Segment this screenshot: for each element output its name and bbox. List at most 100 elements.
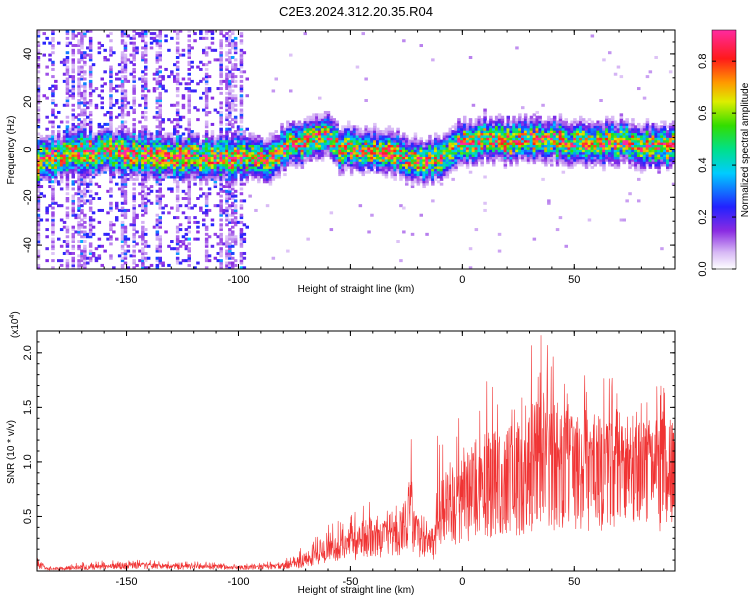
heatmap-cell: [465, 158, 470, 162]
heatmap-cell: [422, 151, 426, 155]
heatmap-cell: [318, 134, 322, 138]
heatmap-cell: [65, 261, 70, 265]
heatmap-cell: [419, 163, 423, 167]
heatmap-cell: [187, 175, 191, 179]
heatmap-cell: [62, 139, 67, 143]
heatmap-cell: [364, 134, 368, 138]
heatmap-cell: [199, 187, 203, 191]
heatmap-cell: [120, 163, 125, 167]
heatmap-cell: [187, 197, 191, 200]
heatmap-cell: [294, 134, 299, 138]
heatmap-cell: [315, 115, 319, 119]
heatmap-cell: [204, 192, 209, 196]
heatmap-cell: [460, 161, 464, 165]
heatmap-cell: [289, 130, 293, 134]
heatmap-cell: [228, 87, 232, 91]
heatmap-cell: [77, 139, 81, 143]
heatmap-cell: [187, 122, 191, 126]
heatmap-cell: [468, 55, 473, 59]
heatmap-cell: [83, 201, 87, 205]
heatmap-cell: [500, 130, 505, 134]
heatmap-cell: [193, 161, 197, 165]
heatmap-cell: [373, 144, 377, 148]
heatmap-cell: [326, 139, 331, 143]
heatmap-cell: [210, 48, 215, 52]
heatmap-cell: [132, 192, 136, 196]
heatmap-cell: [231, 144, 235, 148]
heatmap-cell: [355, 158, 360, 162]
heatmap-cell: [167, 163, 171, 167]
heatmap-cell: [149, 189, 154, 193]
heatmap-cell: [80, 46, 84, 50]
heatmap-cell: [120, 213, 125, 217]
heatmap-cell: [51, 30, 55, 33]
heatmap-cell: [294, 161, 299, 165]
heatmap-cell: [367, 151, 371, 155]
heatmap-cell: [402, 146, 406, 150]
heatmap-cell: [100, 146, 104, 150]
heatmap-cell: [86, 175, 90, 179]
heatmap-cell: [170, 240, 174, 244]
heatmap-cell: [274, 175, 278, 179]
heatmap-cell: [97, 165, 102, 169]
heatmap-cell: [405, 165, 409, 169]
heatmap-cell: [297, 161, 302, 165]
heatmap-cell: [65, 146, 70, 150]
heatmap-cell: [373, 132, 377, 136]
heatmap-cell: [112, 51, 116, 55]
heatmap-cell: [251, 139, 255, 143]
heatmap-cell: [115, 204, 119, 208]
heatmap-cell: [352, 163, 357, 167]
heatmap-cell: [413, 175, 418, 179]
heatmap-cell: [480, 132, 484, 136]
heatmap-cell: [91, 197, 96, 200]
heatmap-cell: [132, 161, 136, 165]
heatmap-cell: [242, 142, 247, 146]
heatmap-cell: [181, 180, 186, 184]
heatmap-cell: [219, 247, 223, 251]
heatmap-cell: [45, 165, 49, 169]
heatmap-cell: [120, 134, 125, 138]
heatmap-cell: [225, 254, 229, 258]
heatmap-cell: [100, 77, 104, 81]
heatmap-cell: [196, 108, 200, 112]
heatmap-cell: [193, 144, 197, 148]
heatmap-cell: [51, 187, 55, 191]
heatmap-cell: [257, 165, 261, 169]
heatmap-cell: [434, 151, 438, 155]
heatmap-cell: [164, 165, 168, 169]
heatmap-cell: [106, 34, 110, 38]
heatmap-cell: [471, 139, 476, 143]
heatmap-cell: [315, 153, 319, 157]
heatmap-cell: [390, 142, 394, 146]
heatmap-cell: [239, 75, 244, 79]
heatmap-cell: [503, 156, 508, 160]
heatmap-cell: [71, 48, 75, 52]
heatmap-cell: [373, 122, 377, 126]
heatmap-cell: [480, 144, 484, 148]
heatmap-cell: [115, 142, 119, 146]
heatmap-cell: [37, 161, 41, 165]
heatmap-cell: [445, 173, 450, 177]
heatmap-cell: [428, 137, 432, 141]
heatmap-cell: [132, 46, 136, 50]
heatmap-cell: [228, 185, 232, 189]
heatmap-cell: [274, 156, 278, 160]
heatmap-cell: [91, 89, 96, 93]
heatmap-cell: [71, 58, 75, 62]
heatmap-cell: [187, 110, 191, 114]
heatmap-cell: [471, 161, 476, 165]
heatmap-cell: [210, 163, 215, 167]
heatmap-cell: [323, 146, 328, 150]
heatmap-cell: [294, 165, 299, 169]
heatmap-cell: [338, 156, 342, 160]
heatmap-cell: [315, 146, 319, 150]
heatmap-cell: [497, 149, 502, 153]
heatmap-cell: [254, 146, 258, 150]
heatmap-cell: [436, 146, 441, 150]
heatmap-cell: [204, 72, 209, 76]
heatmap-cell: [199, 149, 203, 153]
heatmap-cell: [207, 163, 212, 167]
heatmap-cell: [74, 158, 78, 162]
heatmap-cell: [77, 125, 81, 129]
